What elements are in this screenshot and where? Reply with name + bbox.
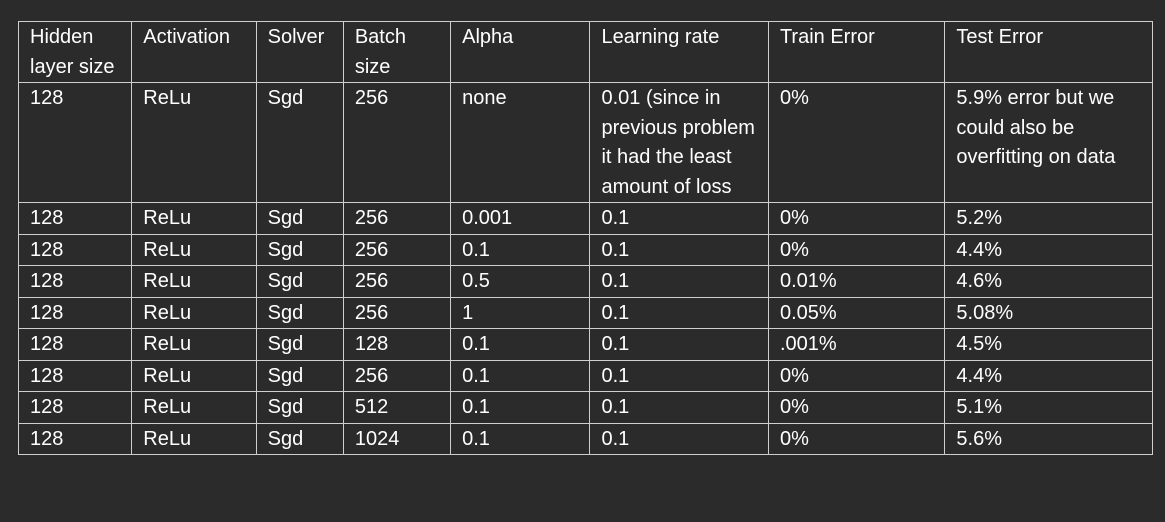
header-learning-rate: Learning rate (589, 21, 769, 83)
table-row: 128 ReLu Sgd 256 1 0.1 0.05% 5.08% (17, 296, 1153, 329)
cell-batch-size: 1024 (342, 422, 452, 455)
header-test-error: Test Error (944, 21, 1153, 83)
table-row: 128 ReLu Sgd 256 0.1 0.1 0% 4.4% (17, 233, 1153, 266)
cell-train-error: 0% (767, 233, 946, 266)
cell-batch-size: 256 (342, 233, 452, 266)
header-hidden-layer-size: Hidden layer size (17, 21, 133, 83)
cell-train-error: .001% (767, 328, 946, 361)
cell-train-error: 0% (767, 359, 946, 392)
cell-batch-size: 256 (342, 202, 452, 235)
cell-alpha: 0.1 (450, 391, 591, 424)
results-table-container: Hidden layer size Activation Solver Batch s… (17, 21, 1153, 455)
cell-activation: ReLu (131, 359, 257, 392)
results-table: Hidden layer size Activation Solver Batch s… (17, 21, 1153, 455)
cell-activation: ReLu (131, 233, 257, 266)
cell-alpha: 0.1 (450, 233, 591, 266)
cell-solver: Sgd (255, 265, 344, 298)
cell-batch-size: 256 (342, 265, 452, 298)
cell-learning-rate: 0.01 (since in previous problem it had t… (589, 82, 769, 203)
cell-test-error: 4.4% (944, 359, 1153, 392)
table-header-row: Hidden layer size Activation Solver Batch s… (17, 21, 1153, 83)
cell-learning-rate: 0.1 (589, 391, 769, 424)
cell-learning-rate: 0.1 (589, 328, 769, 361)
header-solver: Solver (255, 21, 344, 83)
header-train-error: Train Error (767, 21, 946, 83)
cell-activation: ReLu (131, 422, 257, 455)
cell-activation: ReLu (131, 265, 257, 298)
cell-train-error: 0% (767, 202, 946, 235)
cell-train-error: 0% (767, 82, 946, 203)
cell-alpha: 0.1 (450, 359, 591, 392)
cell-solver: Sgd (255, 328, 344, 361)
cell-activation: ReLu (131, 82, 257, 203)
cell-learning-rate: 0.1 (589, 359, 769, 392)
cell-hidden-layer-size: 128 (17, 233, 133, 266)
cell-solver: Sgd (255, 422, 344, 455)
header-activation: Activation (131, 21, 257, 83)
cell-activation: ReLu (131, 391, 257, 424)
cell-activation: ReLu (131, 296, 257, 329)
cell-alpha: none (450, 82, 591, 203)
cell-solver: Sgd (255, 202, 344, 235)
cell-test-error: 5.2% (944, 202, 1153, 235)
cell-train-error: 0% (767, 391, 946, 424)
cell-batch-size: 256 (342, 82, 452, 203)
cell-train-error: 0.01% (767, 265, 946, 298)
header-alpha: Alpha (450, 21, 591, 83)
cell-alpha: 1 (450, 296, 591, 329)
cell-batch-size: 256 (342, 296, 452, 329)
cell-train-error: 0% (767, 422, 946, 455)
cell-alpha: 0.5 (450, 265, 591, 298)
cell-learning-rate: 0.1 (589, 265, 769, 298)
cell-test-error: 5.6% (944, 422, 1153, 455)
table-row: 128 ReLu Sgd 512 0.1 0.1 0% 5.1% (17, 391, 1153, 424)
cell-learning-rate: 0.1 (589, 202, 769, 235)
table-row: 128 ReLu Sgd 128 0.1 0.1.001% 4.5% (17, 328, 1153, 361)
cell-hidden-layer-size: 128 (17, 265, 133, 298)
cell-hidden-layer-size: 128 (17, 359, 133, 392)
cell-solver: Sgd (255, 233, 344, 266)
cell-batch-size: 512 (342, 391, 452, 424)
cell-alpha: 0.001 (450, 202, 591, 235)
cell-batch-size: 128 (342, 328, 452, 361)
cell-test-error: 5.08% (944, 296, 1153, 329)
cell-hidden-layer-size: 128 (17, 82, 133, 203)
table-row: 128 ReLu Sgd 256 0.5 0.1 0.01% 4.6% (17, 265, 1153, 298)
cell-activation: ReLu (131, 328, 257, 361)
cell-hidden-layer-size: 128 (17, 422, 133, 455)
table-row: 128 ReLu Sgd 256 0.001 0.1 0% 5.2% (17, 202, 1153, 235)
cell-train-error: 0.05% (767, 296, 946, 329)
cell-solver: Sgd (255, 82, 344, 203)
cell-hidden-layer-size: 128 (17, 391, 133, 424)
cell-learning-rate: 0.1 (589, 233, 769, 266)
cell-hidden-layer-size: 128 (17, 296, 133, 329)
cell-test-error: 4.6% (944, 265, 1153, 298)
header-batch-size: Batch size (342, 21, 452, 83)
cell-alpha: 0.1 (450, 422, 591, 455)
cell-solver: Sgd (255, 359, 344, 392)
cell-test-error: 4.5% (944, 328, 1153, 361)
cell-batch-size: 256 (342, 359, 452, 392)
cell-test-error: 5.9% error but we could also be overfitt… (944, 82, 1153, 203)
table-row: 128 ReLu Sgd 256 0.1 0.1 0% 4.4% (17, 359, 1153, 392)
cell-learning-rate: 0.1 (589, 296, 769, 329)
cell-alpha: 0.1 (450, 328, 591, 361)
cell-test-error: 4.4% (944, 233, 1153, 266)
cell-test-error: 5.1% (944, 391, 1153, 424)
table-row: 128 ReLu Sgd 1024 0.1 0.1 0% 5.6% (17, 422, 1153, 455)
cell-hidden-layer-size: 128 (17, 202, 133, 235)
table-body: 128 ReLu Sgd 256 none 0.01 (since in previous… (17, 82, 1153, 455)
cell-hidden-layer-size: 128 (17, 328, 133, 361)
cell-activation: ReLu (131, 202, 257, 235)
cell-learning-rate: 0.1 (589, 422, 769, 455)
cell-solver: Sgd (255, 296, 344, 329)
table-row: 128 ReLu Sgd 256 none 0.01 (since in previous… (17, 82, 1153, 203)
cell-solver: Sgd (255, 391, 344, 424)
